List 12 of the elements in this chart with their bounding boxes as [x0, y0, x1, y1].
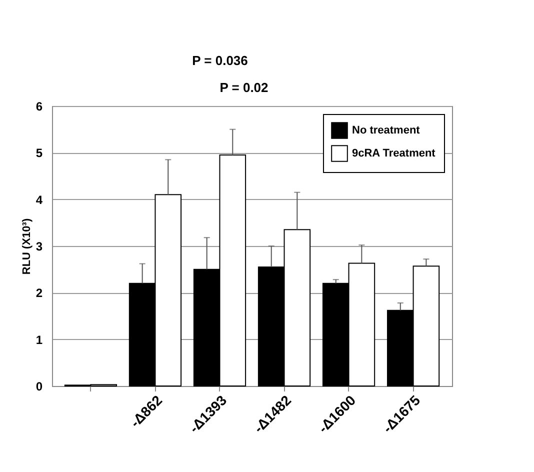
y-tick-label: 6 — [36, 100, 43, 114]
y-tick-label: 1 — [36, 332, 43, 347]
y-axis-title: RLU (X10³) — [20, 218, 33, 275]
y-tick-label: 5 — [36, 146, 43, 160]
y-tick-label: 2 — [36, 286, 43, 300]
y-tick-label: 4 — [36, 192, 43, 207]
y-tick-label: 3 — [36, 240, 43, 254]
legend-label: No treatment — [352, 124, 420, 136]
text: P = 0.036 — [192, 53, 248, 68]
y-tick-label: 0 — [36, 380, 43, 394]
text: P = 0.02 — [220, 80, 268, 95]
legend-label: 9cRA Treatment — [352, 148, 436, 160]
